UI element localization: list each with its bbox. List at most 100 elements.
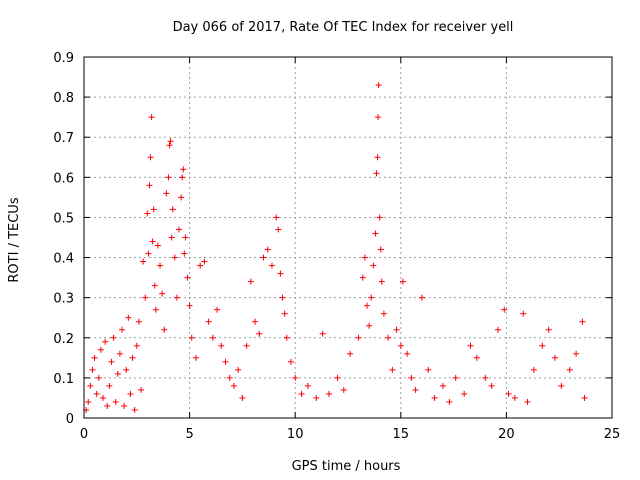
data-point <box>104 402 111 409</box>
data-point <box>192 354 199 361</box>
data-point <box>165 174 172 181</box>
data-point <box>100 394 107 401</box>
data-point <box>125 314 132 321</box>
data-point <box>140 258 147 265</box>
data-point <box>149 238 156 245</box>
data-point <box>452 374 459 381</box>
data-point <box>359 274 366 281</box>
data-point <box>399 278 406 285</box>
data-point <box>178 194 185 201</box>
data-point <box>581 394 588 401</box>
data-point <box>298 390 305 397</box>
data-point <box>89 366 96 373</box>
data-point <box>355 334 362 341</box>
data-point <box>230 382 237 389</box>
data-point <box>93 390 100 397</box>
data-point <box>505 390 512 397</box>
data-point <box>473 354 480 361</box>
data-point <box>110 334 117 341</box>
data-points <box>83 82 588 413</box>
data-point <box>161 326 168 333</box>
data-point <box>319 330 326 337</box>
data-point <box>412 386 419 393</box>
data-point <box>431 394 438 401</box>
data-point <box>340 386 347 393</box>
data-point <box>123 366 130 373</box>
data-point <box>129 354 136 361</box>
data-point <box>385 334 392 341</box>
data-point <box>404 350 411 357</box>
data-point <box>182 234 189 241</box>
data-point <box>482 374 489 381</box>
data-point <box>151 282 158 289</box>
data-point <box>545 326 552 333</box>
data-point <box>364 302 371 309</box>
data-point <box>273 214 280 221</box>
data-point <box>209 334 216 341</box>
data-point <box>361 254 368 261</box>
data-point <box>347 350 354 357</box>
data-point <box>181 250 188 257</box>
data-point <box>268 262 275 269</box>
x-axis-title: GPS time / hours <box>292 459 401 474</box>
data-point <box>425 366 432 373</box>
data-point <box>501 306 508 313</box>
data-point <box>186 302 193 309</box>
data-point <box>91 354 98 361</box>
data-point <box>188 334 195 341</box>
data-point <box>461 390 468 397</box>
y-tick-label: 0.7 <box>53 131 74 146</box>
data-point <box>377 246 384 253</box>
data-point <box>145 250 152 257</box>
data-point <box>159 290 166 297</box>
data-point <box>287 358 294 365</box>
data-point <box>375 82 382 89</box>
data-point <box>397 342 404 349</box>
data-point <box>579 318 586 325</box>
y-tick-label: 0.5 <box>53 211 74 226</box>
data-point <box>102 338 109 345</box>
data-point <box>97 346 104 353</box>
data-point <box>163 190 170 197</box>
data-point <box>279 294 286 301</box>
data-point <box>281 310 288 317</box>
data-point <box>144 210 151 217</box>
data-point <box>152 306 159 313</box>
data-point <box>173 294 180 301</box>
data-point <box>166 142 173 149</box>
data-point <box>374 114 381 121</box>
data-point <box>133 342 140 349</box>
y-tick-label: 0.4 <box>53 252 74 267</box>
data-point <box>370 262 377 269</box>
data-point <box>378 278 385 285</box>
data-point <box>374 154 381 161</box>
y-tick-label: 0.3 <box>53 292 74 307</box>
x-tick-label: 15 <box>393 427 410 442</box>
data-point <box>256 330 263 337</box>
data-point <box>446 398 453 405</box>
x-tick-label: 10 <box>287 427 304 442</box>
data-point <box>147 154 154 161</box>
data-point <box>511 394 518 401</box>
data-point <box>184 274 191 281</box>
data-point <box>440 382 447 389</box>
data-point <box>127 390 134 397</box>
data-point <box>226 374 233 381</box>
data-point <box>176 226 183 233</box>
data-point <box>264 246 271 253</box>
data-point <box>112 398 119 405</box>
data-point <box>275 226 282 233</box>
data-point <box>520 310 527 317</box>
y-tick-label: 0.1 <box>53 372 74 387</box>
data-point <box>558 382 565 389</box>
data-point <box>85 398 92 405</box>
data-point <box>135 318 142 325</box>
data-point <box>142 294 149 301</box>
data-point <box>418 294 425 301</box>
data-point <box>131 406 138 413</box>
x-tick-label: 0 <box>80 427 88 442</box>
x-tick-label: 5 <box>185 427 193 442</box>
data-point <box>116 350 123 357</box>
data-point <box>108 358 115 365</box>
data-point <box>180 166 187 173</box>
